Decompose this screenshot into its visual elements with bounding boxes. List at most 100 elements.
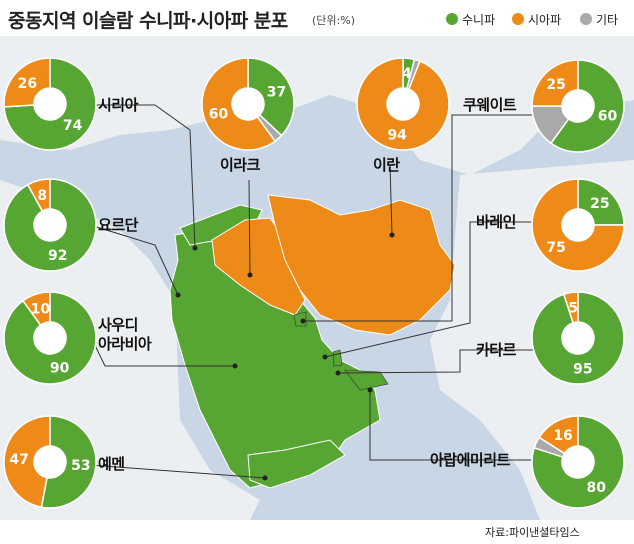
legend-item-other: 기타 (580, 12, 619, 27)
donut-value-sunni: 60 (598, 109, 618, 125)
donut-9: 80 16 (531, 415, 625, 509)
leader-syria (90, 104, 196, 249)
donut-hole (562, 209, 594, 241)
uae-region (344, 369, 389, 391)
donut-value-shia: 5 (568, 300, 578, 316)
label-iran: 이란 (373, 156, 400, 174)
legend-label-sunni: 수니파 (462, 12, 496, 27)
dot-yemen (262, 475, 268, 481)
donut-value-shia: 47 (9, 452, 28, 468)
legend-label-shia: 시아파 (528, 12, 562, 27)
leader-jordan (89, 224, 179, 296)
donut-value-shia: 16 (553, 428, 572, 444)
yemen-region (247, 439, 346, 489)
label-qatar: 카타르 (476, 341, 517, 359)
leader-lines (89, 104, 533, 479)
donut-outline (531, 415, 625, 509)
dot-jordan (175, 292, 181, 298)
northern-land (0, 36, 634, 175)
donut-outline (531, 178, 625, 272)
donut-value-shia: 25 (546, 77, 565, 93)
label-saudi-line2: 아라비아 (98, 335, 152, 353)
label-jordan: 요르단 (98, 216, 139, 234)
donut-outline (3, 291, 97, 385)
donut-8: 53 47 (3, 415, 97, 509)
donut-value-sunni: 80 (586, 480, 606, 496)
donut-value-shia: 60 (209, 107, 229, 123)
donut-hole (232, 88, 264, 120)
donut-outline (356, 57, 450, 151)
unit-label: (단위:%) (312, 14, 355, 27)
dot-iraq (247, 272, 253, 278)
donut-value-sunni: 37 (267, 85, 286, 101)
donut-1: 37 60 (201, 57, 295, 151)
donut-hole (562, 322, 594, 354)
leader-dots (175, 232, 395, 481)
leader-qatar (337, 349, 533, 374)
donut-value-sunni: 25 (590, 196, 609, 212)
donut-6: 90 10 (3, 291, 97, 385)
leader-iran (389, 164, 393, 236)
donut-value-shia: 10 (31, 302, 51, 318)
leader-iraq (248, 179, 251, 276)
legend-item-shia: 시아파 (512, 12, 562, 27)
legend-swatch-shia (512, 13, 524, 25)
donut-hole (34, 88, 66, 120)
donut-value-sunni: 95 (573, 362, 592, 378)
donut-outline (3, 57, 97, 151)
label-bahrain: 바레인 (476, 213, 516, 231)
legend-swatch-sunni (446, 13, 458, 25)
donut-value-shia: 8 (37, 188, 47, 204)
donut-value-shia: 26 (18, 76, 37, 92)
label-uae: 아랍에미리트 (430, 451, 511, 469)
dot-iran (389, 232, 395, 238)
dot-syria (192, 245, 198, 251)
donut-2: 4 94 (356, 57, 450, 151)
donut-4: 92 8 (3, 178, 97, 272)
legend-item-sunni: 수니파 (446, 12, 496, 27)
legend-swatch-other (580, 13, 592, 25)
source-note: 자료:파이낸셜타임스 (485, 526, 580, 539)
donut-value-sunni: 74 (63, 118, 83, 134)
donut-value-sunni: 90 (50, 360, 70, 376)
donut-hole (34, 446, 66, 478)
label-saudi: 사우디 아라비아 (98, 316, 152, 353)
iran-region (267, 194, 456, 336)
donut-hole (34, 322, 66, 354)
donut-5: 25 75 (531, 178, 625, 272)
donut-hole (34, 209, 66, 241)
dot-saudi (232, 363, 238, 369)
donut-7: 95 5 (531, 291, 625, 385)
dot-kuwait (300, 318, 306, 324)
legend-label-other: 기타 (596, 12, 619, 27)
dot-bahrain (322, 354, 328, 360)
donut-hole (387, 88, 419, 120)
donut-outline (531, 59, 625, 153)
leader-uae (369, 390, 533, 461)
donut-outline (201, 57, 295, 151)
leader-yemen (89, 464, 266, 479)
donut-value-shia: 94 (387, 127, 407, 143)
donut-0: 74 26 (3, 57, 97, 151)
dot-uae (367, 387, 373, 393)
donut-outline (531, 291, 625, 385)
donut-charts: 74 26 37 60 4 94 60 25 92 8 25 75 90 10 95 5 53 47 80 16 (3, 57, 625, 509)
dot-qatar (335, 370, 341, 376)
donut-outline (3, 178, 97, 272)
donut-3: 60 25 (531, 59, 625, 153)
label-saudi-line1: 사우디 (98, 316, 138, 334)
donut-value-shia: 75 (546, 240, 565, 256)
label-syria: 시리아 (98, 96, 139, 114)
label-iraq: 이라크 (220, 156, 261, 174)
label-kuwait: 쿠웨이트 (463, 96, 517, 114)
donut-hole (562, 446, 594, 478)
label-yemen: 예멘 (98, 455, 125, 473)
leader-bahrain (324, 221, 533, 358)
donut-value-sunni: 92 (48, 248, 67, 264)
chart-title: 중동지역 이슬람 수니파·시아파 분포 (8, 10, 288, 32)
leader-kuwait (303, 114, 533, 322)
donut-outline (3, 415, 97, 509)
donut-value-sunni: 53 (71, 458, 90, 474)
donut-value-sunni: 4 (402, 66, 412, 82)
